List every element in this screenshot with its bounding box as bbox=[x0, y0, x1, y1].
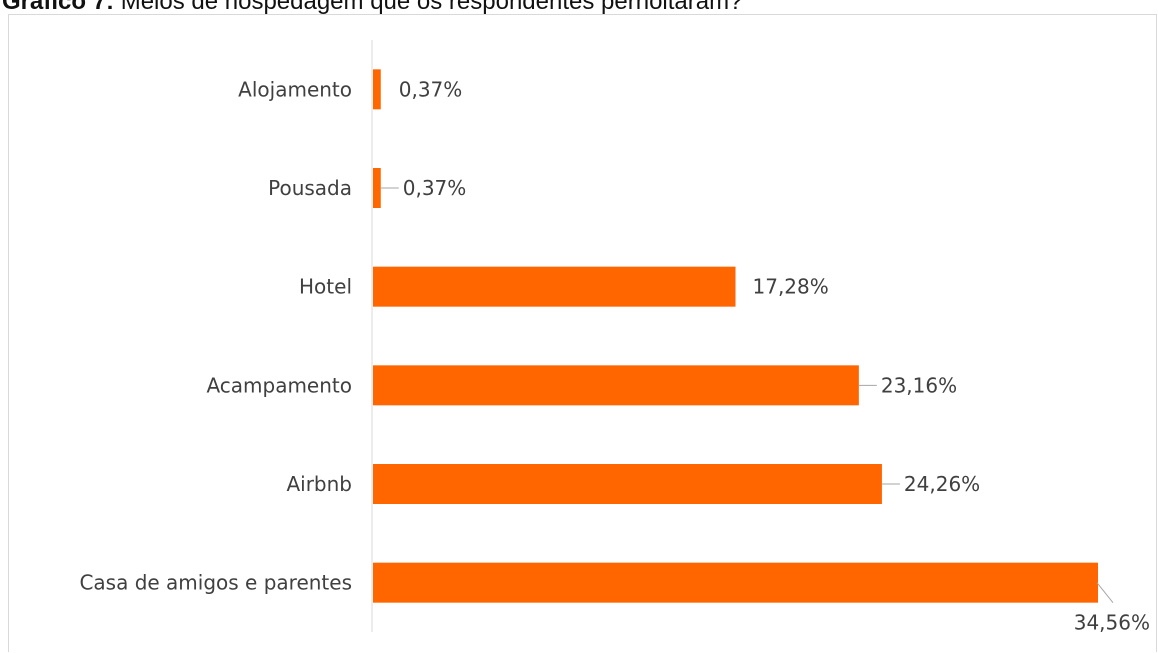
bar-3 bbox=[373, 365, 859, 406]
bars-group bbox=[373, 69, 1098, 603]
caption-text: Meios de hospedagem que os respondentes … bbox=[114, 0, 743, 15]
category-label-5: Casa de amigos e parentes bbox=[79, 571, 352, 595]
value-labels-group: 0,37% 0,37% 17,28% 23,16% 24,26% 34,56% bbox=[399, 77, 1150, 634]
category-label-1: Pousada bbox=[268, 176, 352, 200]
category-labels-group: Alojamento Pousada Hotel Acampamento Airbnb C… bbox=[79, 77, 352, 594]
value-label-2: 17,28% bbox=[753, 275, 829, 299]
bar-1 bbox=[373, 168, 381, 208]
category-label-3: Acampamento bbox=[206, 373, 352, 397]
bar-4 bbox=[373, 464, 882, 504]
chart-frame bbox=[8, 14, 1157, 652]
bar-0 bbox=[373, 69, 381, 110]
caption-prefix: Gráfico 7: bbox=[2, 0, 115, 15]
chart-caption: Gráfico 7: Meios de hospedagem que os re… bbox=[2, 0, 742, 16]
value-label-4: 24,26% bbox=[904, 472, 980, 496]
category-label-0: Alojamento bbox=[238, 77, 352, 101]
leader-line-5 bbox=[1096, 582, 1114, 603]
category-label-2: Hotel bbox=[299, 275, 352, 299]
category-label-4: Airbnb bbox=[286, 472, 352, 496]
bar-5 bbox=[373, 562, 1098, 603]
value-label-3: 23,16% bbox=[881, 373, 957, 397]
bar-2 bbox=[373, 266, 736, 307]
value-label-0: 0,37% bbox=[399, 77, 463, 101]
value-label-5: 34,56% bbox=[1074, 611, 1150, 635]
leader-lines-group bbox=[380, 187, 1114, 603]
value-label-1: 0,37% bbox=[403, 176, 467, 200]
